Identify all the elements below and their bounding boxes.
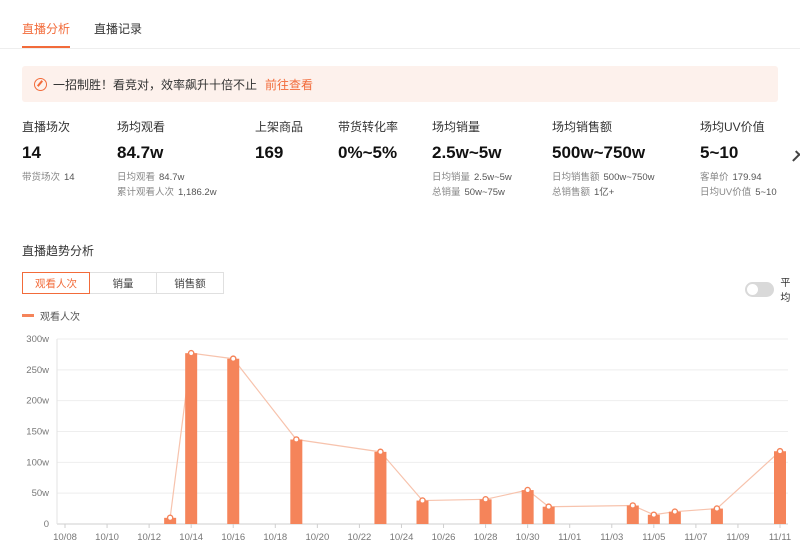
bar bbox=[626, 505, 639, 524]
trend-chart: 0 50w 100w 150w 200w 250w 300w 10/08 10/10 10/12 1… bbox=[26, 334, 791, 543]
data-point bbox=[524, 486, 531, 494]
stat-label: 场均销售额 bbox=[552, 120, 613, 134]
x-tick-label: 10/24 bbox=[390, 532, 414, 543]
x-tick-label: 10/16 bbox=[221, 532, 245, 543]
y-tick-label: 150w bbox=[26, 427, 49, 438]
bar bbox=[710, 508, 723, 524]
bar bbox=[479, 499, 492, 524]
promo-banner: 一招制胜！看竞对，效率飙升十倍不止 前往查看 bbox=[22, 66, 778, 102]
stat-value: 84.7w bbox=[117, 143, 164, 162]
bar bbox=[521, 490, 534, 524]
metric-segmented-control: 观看人次 销量 销售额 bbox=[22, 272, 224, 294]
legend-swatch bbox=[22, 314, 34, 317]
stat-value: 5~10 bbox=[700, 143, 739, 162]
x-tick-label: 11/05 bbox=[642, 532, 665, 543]
y-tick-label: 200w bbox=[26, 396, 49, 407]
bar bbox=[227, 358, 240, 524]
tab-bar: 直播分析 直播记录 bbox=[22, 0, 142, 48]
compass-icon bbox=[34, 77, 47, 91]
x-tick-label: 10/28 bbox=[474, 532, 498, 543]
stat-sub: 日均观看 84.7w 累计观看人次 1,186.2w bbox=[117, 172, 217, 198]
data-point bbox=[482, 496, 489, 503]
data-point bbox=[713, 505, 721, 512]
y-tick-label: 0 bbox=[44, 519, 49, 530]
data-point bbox=[377, 448, 384, 456]
data-point bbox=[776, 447, 784, 455]
data-point bbox=[166, 514, 174, 522]
x-tick-label: 10/30 bbox=[516, 532, 540, 543]
stat-label: 直播场次 bbox=[22, 120, 71, 134]
x-tick-label: 10/14 bbox=[179, 532, 203, 543]
bar bbox=[374, 451, 387, 524]
data-point bbox=[671, 508, 679, 515]
tab-live-records[interactable]: 直播记录 bbox=[94, 22, 143, 36]
x-tick-label: 10/18 bbox=[263, 532, 287, 543]
stat-value: 2.5w~5w bbox=[432, 143, 502, 162]
tab-live-analysis[interactable]: 直播分析 bbox=[22, 0, 71, 48]
stat-value: 0%~5% bbox=[338, 143, 398, 162]
stat-label: 场均销量 bbox=[432, 120, 481, 134]
data-point bbox=[229, 355, 237, 363]
data-point bbox=[650, 511, 658, 519]
x-tick-label: 11/11 bbox=[769, 532, 791, 543]
stat-sub: 带货场次 14 bbox=[22, 172, 75, 183]
chart-legend: 观看人次 bbox=[22, 308, 80, 323]
trend-title: 直播趋势分析 bbox=[22, 244, 95, 258]
stat-sub: 客单价 179.94 日均UV价值 5~10 bbox=[700, 172, 777, 198]
y-tick-label: 300w bbox=[26, 334, 49, 345]
average-toggle-group: 平均 bbox=[745, 274, 800, 304]
y-tick-label: 100w bbox=[26, 457, 49, 468]
tabs-divider bbox=[0, 48, 800, 49]
x-tick-label: 11/03 bbox=[600, 532, 623, 543]
stats-row: 直播场次 14 带货场次 14 场均观看 84.7w 日均观看 84.7w 累计观看人… bbox=[0, 118, 800, 208]
segment-sales[interactable]: 销量 bbox=[89, 272, 157, 294]
bar bbox=[416, 500, 429, 524]
bar bbox=[774, 451, 786, 524]
stat-products: 上架商品 169 bbox=[255, 118, 303, 163]
y-tick-label: 50w bbox=[32, 488, 50, 499]
stat-avg-views: 场均观看 84.7w 日均观看 84.7w 累计观看人次 1,186.2w bbox=[117, 118, 217, 200]
bar bbox=[668, 511, 681, 524]
x-tick-label: 10/12 bbox=[137, 532, 161, 543]
stat-uv-value: 场均UV价值 5~10 客单价 179.94 日均UV价值 5~10 bbox=[700, 118, 777, 200]
bar bbox=[542, 506, 555, 524]
data-point bbox=[545, 503, 552, 511]
data-point bbox=[629, 502, 637, 509]
stat-value: 500w~750w bbox=[552, 143, 646, 162]
stat-sub: 日均销量 2.5w~5w 总销量 50w~75w bbox=[432, 172, 512, 198]
x-tick-label: 11/07 bbox=[684, 532, 707, 543]
stat-avg-revenue: 场均销售额 500w~750w 日均销售额 500w~750w 总销售额 1亿+ bbox=[552, 118, 655, 200]
data-point bbox=[187, 349, 195, 357]
stat-label: 场均观看 bbox=[117, 120, 166, 134]
stat-avg-sales: 场均销量 2.5w~5w 日均销量 2.5w~5w 总销量 50w~75w bbox=[432, 118, 512, 200]
x-tick-label: 10/22 bbox=[348, 532, 372, 543]
stat-label: 带货转化率 bbox=[338, 120, 399, 134]
x-tick-label: 11/09 bbox=[726, 532, 749, 543]
stat-conversion: 带货转化率 0%~5% bbox=[338, 118, 398, 163]
x-tick-label: 11/01 bbox=[558, 532, 581, 543]
y-tick-label: 250w bbox=[26, 365, 49, 376]
bar bbox=[185, 353, 198, 524]
stat-value: 169 bbox=[255, 143, 284, 162]
segment-revenue[interactable]: 销售额 bbox=[156, 272, 224, 294]
legend-label: 观看人次 bbox=[40, 312, 80, 323]
average-toggle-label: 平均 bbox=[780, 278, 791, 304]
bar bbox=[290, 439, 303, 524]
banner-text: 一招制胜！看竞对，效率飙升十倍不止 bbox=[53, 77, 258, 92]
bar bbox=[647, 514, 660, 524]
data-point bbox=[419, 497, 426, 504]
stat-value: 14 bbox=[22, 143, 41, 162]
x-tick-label: 10/26 bbox=[432, 532, 456, 543]
x-tick-label: 10/08 bbox=[53, 532, 77, 543]
x-tick-label: 10/10 bbox=[95, 532, 119, 543]
average-toggle[interactable] bbox=[745, 281, 775, 297]
segment-views[interactable]: 观看人次 bbox=[22, 272, 90, 294]
stat-sub: 日均销售额 500w~750w 总销售额 1亿+ bbox=[552, 172, 655, 198]
stat-label: 上架商品 bbox=[255, 120, 304, 134]
stat-live-count: 直播场次 14 带货场次 14 bbox=[22, 118, 75, 185]
x-tick-label: 10/20 bbox=[305, 532, 329, 543]
banner-link[interactable]: 前往查看 bbox=[265, 77, 314, 92]
stat-label: 场均UV价值 bbox=[700, 120, 765, 134]
data-point bbox=[293, 436, 300, 443]
